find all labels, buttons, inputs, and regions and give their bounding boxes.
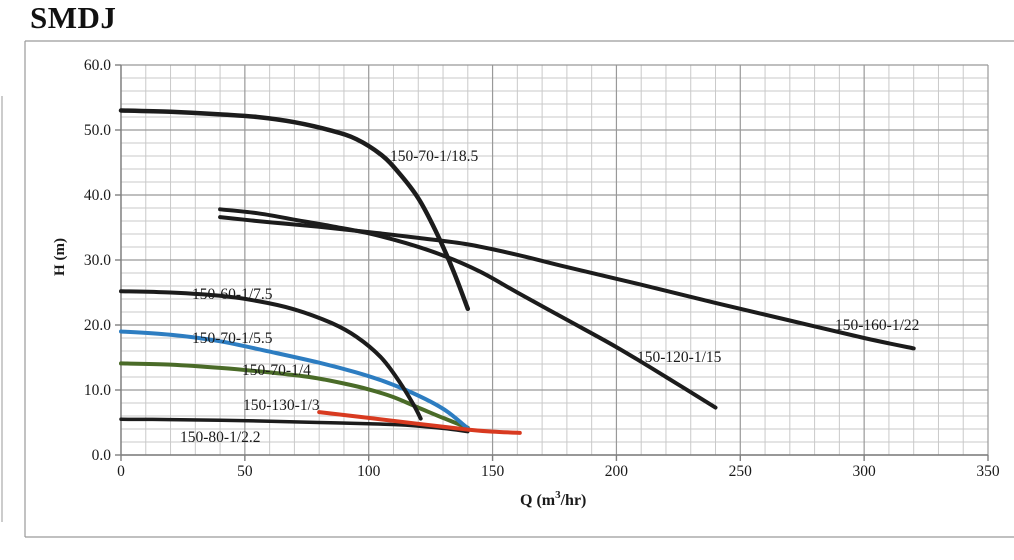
x-tick-label: 350: [976, 463, 1000, 480]
y-tick-label: 0.0: [92, 447, 112, 464]
curve-150-70-1/5.5: [119, 329, 470, 431]
x-axis-title: Q (m3/hr): [520, 489, 586, 509]
curve-150-60-1/7.5: [119, 289, 423, 421]
curve-label-150-120-1/15: 150-120-1/15: [637, 349, 722, 366]
x-tick-label: 0: [117, 463, 125, 480]
x-tick-label: 150: [481, 463, 505, 480]
x-tick-label: 250: [729, 463, 753, 480]
curve-150-70-1/4: [119, 361, 470, 430]
curve-label-150-60-1/7.5: 150-60-1/7.5: [192, 286, 273, 303]
curve-label-150-80-1/2.2: 150-80-1/2.2: [180, 429, 261, 446]
y-tick-label: 40.0: [84, 187, 111, 204]
curve-label-150-70-1/4: 150-70-1/4: [242, 362, 311, 379]
x-tick-label: 200: [605, 463, 629, 480]
curve-150-130-1/3: [317, 410, 522, 435]
y-tick-label: 10.0: [84, 382, 111, 399]
curve-label-150-130-1/3: 150-130-1/3: [243, 397, 320, 414]
curve-label-150-160-1/22: 150-160-1/22: [835, 317, 919, 334]
curve-150-120-1/15: [218, 207, 718, 410]
x-tick-label: 100: [357, 463, 381, 480]
curve-150-160-1/22: [218, 215, 916, 351]
x-tick-label: 300: [853, 463, 877, 480]
curve-150-70-1/18.5: [118, 108, 471, 312]
y-tick-label: 60.0: [84, 57, 111, 74]
y-tick-label: 50.0: [84, 122, 111, 139]
curve-label-150-70-1/5.5: 150-70-1/5.5: [192, 330, 273, 347]
x-tick-label: 50: [237, 463, 253, 480]
y-tick-label: 20.0: [84, 317, 111, 334]
curve-label-150-70-1/18.5: 150-70-1/18.5: [390, 148, 479, 165]
y-axis-title: H (m): [52, 238, 68, 276]
y-tick-label: 30.0: [84, 252, 111, 269]
page-title: SMDJ: [30, 0, 117, 35]
